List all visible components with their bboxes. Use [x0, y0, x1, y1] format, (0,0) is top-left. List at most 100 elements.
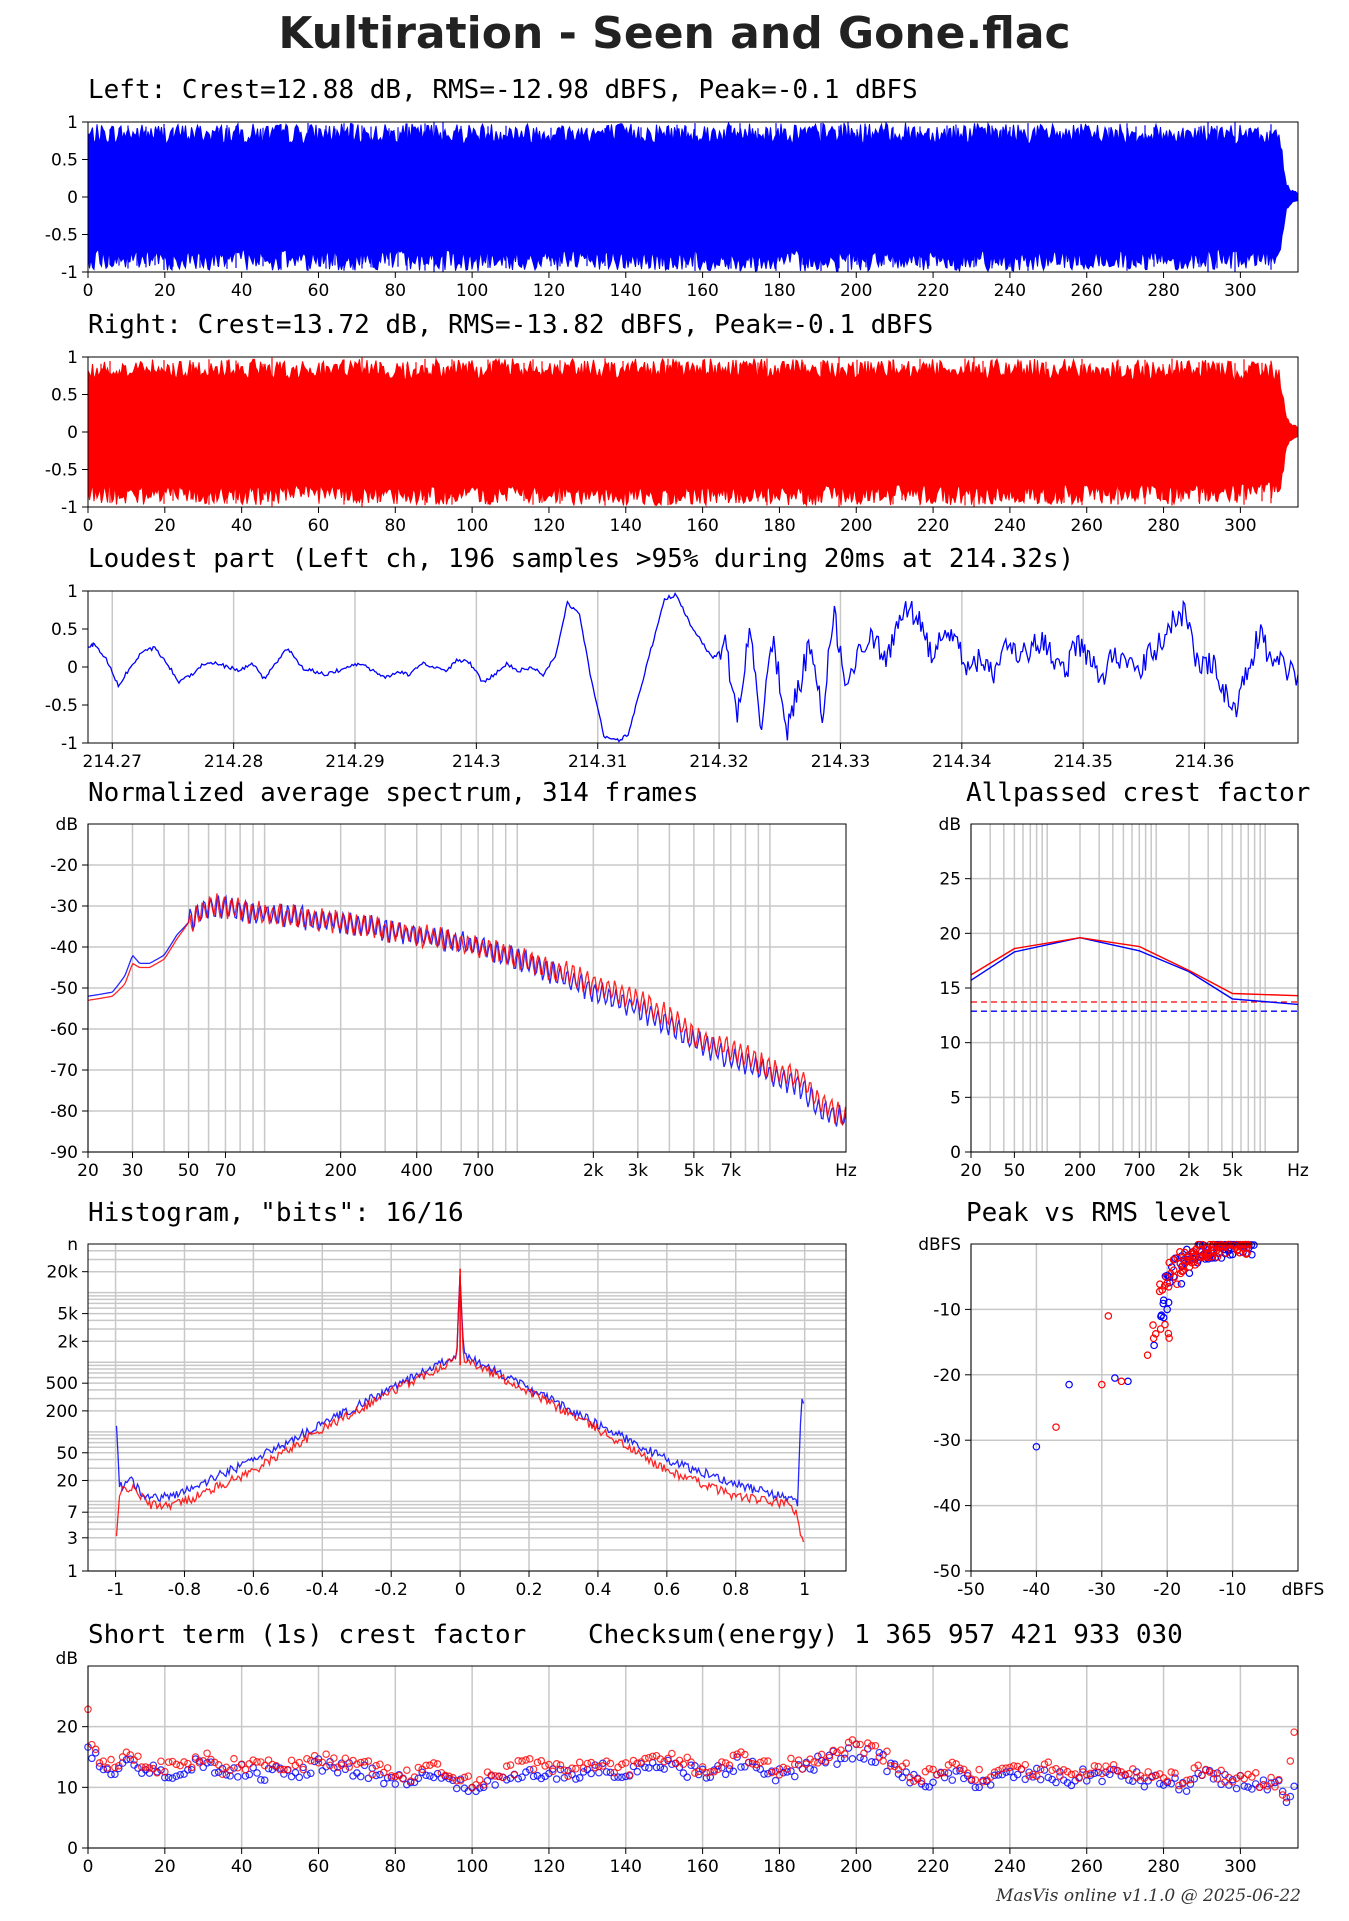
- peak-rms-point: [1185, 1269, 1194, 1278]
- short-term-point: [1259, 1780, 1268, 1789]
- short-term-point: [718, 1763, 726, 1772]
- histogram-y-tick-label: 3: [67, 1529, 78, 1549]
- short-term-point: [702, 1774, 711, 1782]
- peak-rms-point: [1180, 1248, 1189, 1257]
- spectrum-y-tick-label: -20: [50, 856, 78, 876]
- short-term-point: [1021, 1760, 1030, 1769]
- short-term-point: [1056, 1772, 1064, 1780]
- short-term-point: [1029, 1770, 1037, 1779]
- short-term-point: [710, 1767, 718, 1776]
- histogram-y-tick-label: 7: [67, 1503, 78, 1523]
- short-term-point: [234, 1773, 242, 1781]
- spectrum-y-tick-label: -60: [50, 1020, 78, 1040]
- peak-rms-point: [1159, 1299, 1168, 1308]
- peak-rms-point: [1164, 1283, 1173, 1291]
- peak-rms-y-tick-label: -10: [933, 1300, 961, 1320]
- short-term-point: [326, 1761, 334, 1770]
- short-term-point: [1040, 1760, 1049, 1768]
- short-term-point: [779, 1763, 788, 1772]
- short-term-point: [1129, 1765, 1137, 1773]
- short-term-point: [95, 1759, 104, 1767]
- right-y-tick-label: -1: [61, 498, 78, 518]
- short-term-point: [541, 1762, 549, 1770]
- short-term-point: [825, 1751, 834, 1760]
- short-term-point: [610, 1773, 619, 1781]
- right-x-tick-label: 260: [1071, 516, 1103, 536]
- short-term-point: [548, 1767, 557, 1776]
- allpassed-title: Allpassed crest factor: [966, 778, 1311, 808]
- short-term-point: [1244, 1783, 1252, 1791]
- short-term-point: [130, 1756, 138, 1764]
- short-term-point: [917, 1777, 926, 1785]
- right-x-tick-label: 240: [994, 516, 1026, 536]
- short-term-point: [460, 1773, 469, 1782]
- short-term-point: [810, 1766, 818, 1774]
- short-term-point: [187, 1763, 196, 1772]
- short-term-point: [1240, 1782, 1249, 1790]
- short-term-point: [157, 1757, 165, 1766]
- short-term-point: [364, 1757, 373, 1765]
- short-term-point: [1032, 1764, 1041, 1773]
- right-x-tick-label: 180: [763, 516, 795, 536]
- short-term-point: [575, 1758, 584, 1767]
- footer-version: MasVis online v1.1.0 @ 2025-06-22: [996, 1886, 1301, 1906]
- short-term-point: [472, 1780, 480, 1789]
- short-term-x-tick-label: 80: [384, 1857, 406, 1877]
- short-term-point: [372, 1761, 380, 1770]
- short-term-point: [522, 1756, 530, 1764]
- short-term-point: [245, 1770, 254, 1779]
- left-x-tick-label: 200: [840, 281, 872, 301]
- short-term-point: [253, 1769, 261, 1777]
- short-term-point: [1044, 1758, 1053, 1766]
- short-term-point: [1171, 1774, 1179, 1782]
- short-term-point: [506, 1761, 515, 1769]
- short-term-point: [1140, 1782, 1149, 1791]
- short-term-point: [817, 1750, 826, 1759]
- short-term-point: [1052, 1778, 1060, 1787]
- short-term-point: [495, 1772, 503, 1781]
- short-term-point: [802, 1760, 811, 1768]
- short-term-point: [299, 1765, 307, 1774]
- loudest-x-tick-label: 214.3: [452, 752, 501, 772]
- left-x-tick-label: 160: [686, 281, 718, 301]
- short-term-point: [587, 1758, 596, 1767]
- left-x-tick-label: 260: [1071, 281, 1103, 301]
- short-term-point: [602, 1768, 611, 1776]
- spectrum-series-blue: [87, 894, 847, 1127]
- peak-rms-point: [1143, 1351, 1152, 1359]
- short-term-point: [718, 1758, 726, 1766]
- short-term-point: [268, 1760, 277, 1769]
- short-term-point: [353, 1760, 361, 1768]
- short-term-point: [383, 1764, 392, 1772]
- short-term-point: [134, 1764, 142, 1772]
- histogram-y-tick-label: 200: [46, 1402, 78, 1422]
- short-term-point: [491, 1781, 499, 1789]
- left-x-tick-label: 140: [610, 281, 642, 301]
- short-term-point: [990, 1768, 999, 1777]
- spectrum-x-tick-label: 30: [122, 1161, 144, 1181]
- right-x-tick-label: 20: [154, 516, 176, 536]
- short-term-point: [798, 1765, 807, 1773]
- short-term-point: [203, 1749, 211, 1758]
- short-term-point: [787, 1754, 795, 1763]
- loudest-y-tick-label: -1: [61, 734, 78, 754]
- spectrum-series-red: [87, 893, 847, 1126]
- peak-rms-y-tick-label: -30: [933, 1431, 961, 1451]
- short-term-point: [199, 1757, 208, 1765]
- right-x-tick-label: 60: [308, 516, 330, 536]
- short-term-point: [230, 1754, 238, 1763]
- short-term-point: [725, 1761, 734, 1769]
- short-term-point: [679, 1760, 688, 1769]
- peak-rms-y-unit: dBFS: [918, 1235, 961, 1255]
- short-term-point: [1228, 1775, 1237, 1784]
- short-term-point: [1032, 1772, 1041, 1780]
- short-term-point: [91, 1745, 100, 1754]
- spectrum-y-tick-label: -50: [50, 979, 78, 999]
- peak-rms-point: [1161, 1320, 1169, 1329]
- short-term-point: [479, 1783, 488, 1792]
- peak-rms-point: [1221, 1241, 1230, 1250]
- short-term-point: [606, 1768, 615, 1777]
- short-term-point: [1052, 1764, 1060, 1773]
- short-term-point: [164, 1773, 173, 1782]
- short-term-point: [583, 1759, 592, 1768]
